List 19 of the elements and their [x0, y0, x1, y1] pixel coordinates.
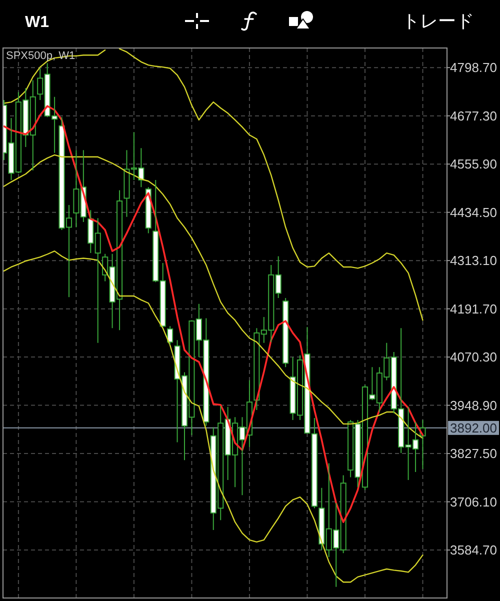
- text: トレード: [402, 11, 474, 31]
- y-tick-label: 4677.30: [450, 108, 497, 124]
- ref-line-label: 3892.00: [450, 420, 497, 436]
- line-series: [3, 154, 424, 439]
- y-tick-label: 4313.10: [450, 253, 497, 268]
- y-tick-label: 3584.70: [450, 542, 497, 558]
- y-tick-label: 3827.50: [450, 446, 497, 462]
- y-tick-label: 3948.90: [450, 398, 497, 413]
- y-tick-label: 4798.70: [450, 60, 497, 76]
- y-tick-label: 4555.90: [450, 156, 497, 172]
- y-tick-label: 3706.10: [450, 494, 497, 510]
- candlestick: [167, 326, 174, 346]
- y-tick-label: 4434.50: [450, 204, 497, 220]
- candlestick: [282, 297, 289, 368]
- line-series: [3, 250, 424, 583]
- y-tick-label: 4070.30: [450, 350, 497, 365]
- text: W1: [25, 14, 50, 31]
- candlestick: [311, 417, 318, 509]
- y-tick-label: 4191.70: [450, 301, 497, 316]
